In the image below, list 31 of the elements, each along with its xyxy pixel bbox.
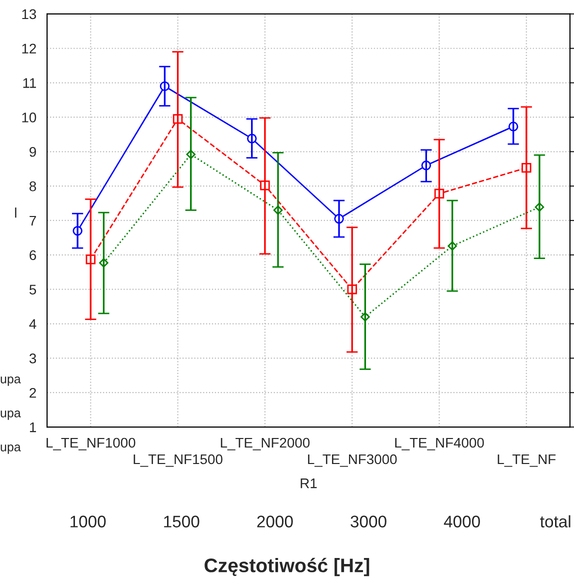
y-tick-label: 7 bbox=[30, 216, 36, 226]
text: Częstotiwość [Hz] bbox=[204, 558, 370, 576]
text: 3000 bbox=[350, 516, 386, 528]
x-tick-label: L_TE_NF3000 bbox=[308, 454, 397, 467]
x-axis-title: R1 bbox=[300, 478, 317, 488]
y-tick-label: 4 bbox=[29, 319, 36, 329]
text: 1000 bbox=[70, 516, 106, 528]
y-tick-label: 13 bbox=[22, 9, 36, 20]
y-tick-label: 12 bbox=[22, 44, 36, 54]
text: 4000 bbox=[444, 516, 480, 528]
x-tick-label: L_TE_NF bbox=[498, 454, 556, 467]
y-tick-label: 8 bbox=[30, 181, 36, 192]
y-tick-label: 11 bbox=[23, 78, 36, 88]
x-tick-label: L_TE_NF4000 bbox=[395, 438, 484, 450]
text: upa bbox=[0, 410, 21, 420]
text: total bbox=[540, 515, 570, 528]
x-tick-label: L_TE_NF1000 bbox=[46, 438, 136, 450]
y-tick-label: 2 bbox=[30, 388, 36, 398]
x-tick-label: L_TE_NF2000 bbox=[220, 438, 310, 450]
y-axis-title: l bbox=[15, 208, 16, 218]
y-tick-label: 5 bbox=[29, 284, 36, 295]
y-tick-label: 10 bbox=[22, 112, 36, 122]
text: 2000 bbox=[257, 516, 293, 528]
y-tick-label: 1 bbox=[30, 422, 36, 432]
y-tick-label: 9 bbox=[30, 146, 36, 157]
y-tick-label: 6 bbox=[30, 250, 36, 260]
text: 1500 bbox=[164, 516, 200, 528]
text: upa bbox=[0, 376, 21, 386]
text: upa bbox=[0, 444, 21, 454]
y-tick-label: 3 bbox=[29, 354, 36, 364]
x-tick-label: L_TE_NF1500 bbox=[134, 454, 222, 467]
